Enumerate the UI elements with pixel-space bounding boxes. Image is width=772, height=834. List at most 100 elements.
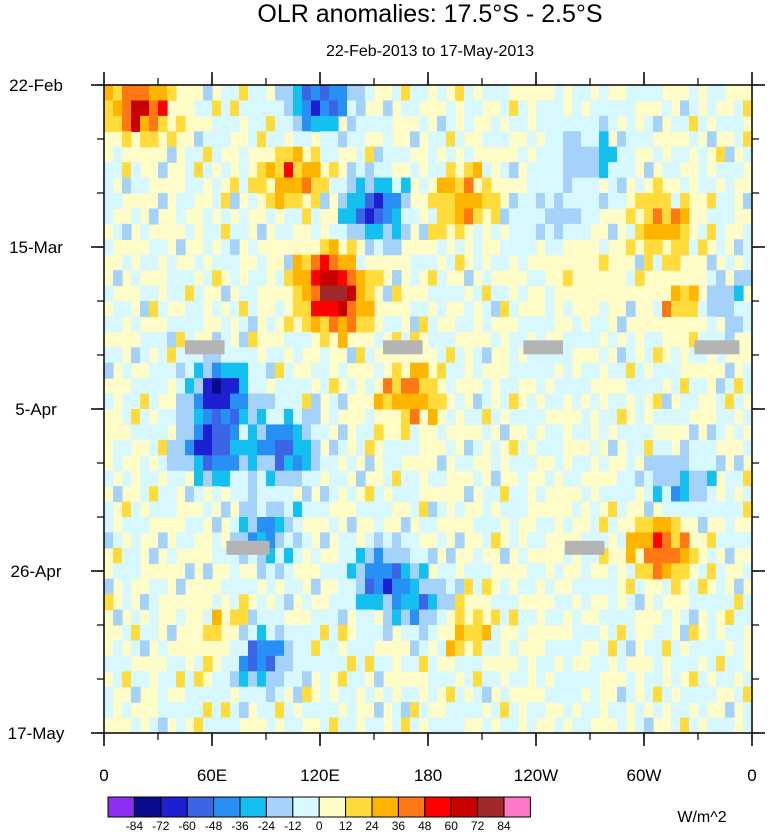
- anomaly-cell: [680, 532, 690, 549]
- anomaly-cell: [383, 470, 393, 487]
- anomaly-cell: [518, 578, 528, 595]
- anomaly-cell: [230, 578, 240, 595]
- anomaly-cell: [311, 625, 321, 642]
- anomaly-cell: [545, 177, 555, 194]
- anomaly-cell: [653, 640, 663, 657]
- anomaly-cell: [293, 455, 303, 472]
- anomaly-cell: [671, 671, 681, 688]
- anomaly-cell: [302, 85, 312, 102]
- anomaly-cell: [572, 671, 582, 688]
- anomaly-cell: [293, 532, 303, 549]
- anomaly-cell: [572, 470, 582, 487]
- anomaly-cell: [365, 316, 375, 333]
- anomaly-cell: [698, 470, 708, 487]
- anomaly-cell: [212, 517, 222, 534]
- anomaly-cell: [194, 671, 204, 688]
- anomaly-cell: [491, 331, 501, 348]
- anomaly-cell: [356, 501, 366, 518]
- anomaly-cell: [401, 223, 411, 240]
- anomaly-cell: [500, 285, 510, 302]
- anomaly-cell: [698, 239, 708, 256]
- anomaly-cell: [383, 625, 393, 642]
- anomaly-cell: [707, 177, 717, 194]
- anomaly-cell: [626, 378, 636, 395]
- colorbar-level-label: -36: [231, 819, 249, 833]
- anomaly-cell: [311, 301, 321, 318]
- anomaly-cell: [527, 162, 537, 179]
- anomaly-cell: [329, 85, 339, 102]
- anomaly-cell: [518, 331, 528, 348]
- anomaly-cell: [509, 239, 519, 256]
- anomaly-cell: [410, 501, 420, 518]
- anomaly-cell: [491, 85, 501, 102]
- anomaly-cell: [239, 686, 249, 703]
- anomaly-cell: [230, 409, 240, 426]
- anomaly-cell: [491, 455, 501, 472]
- anomaly-cell: [590, 316, 600, 333]
- anomaly-cell: [338, 439, 348, 456]
- anomaly-cell: [734, 594, 744, 611]
- anomaly-cell: [167, 671, 177, 688]
- anomaly-cell: [491, 301, 501, 318]
- anomaly-cell: [239, 331, 249, 348]
- anomaly-cell: [275, 686, 285, 703]
- anomaly-cell: [410, 563, 420, 580]
- anomaly-cell: [446, 146, 456, 163]
- anomaly-cell: [662, 517, 672, 534]
- anomaly-cell: [203, 409, 213, 426]
- anomaly-cell: [176, 671, 186, 688]
- anomaly-cell: [248, 285, 258, 302]
- anomaly-cell: [473, 239, 483, 256]
- anomaly-cell: [509, 208, 519, 225]
- anomaly-cell: [626, 640, 636, 657]
- y-tick-label: 17-May: [8, 724, 65, 743]
- anomaly-cell: [113, 85, 123, 102]
- anomaly-cell: [473, 439, 483, 456]
- anomaly-cell: [590, 208, 600, 225]
- anomaly-cell: [698, 439, 708, 456]
- anomaly-cell: [338, 270, 348, 287]
- anomaly-cell: [545, 146, 555, 163]
- colorbar-box: [371, 796, 399, 818]
- anomaly-cell: [239, 362, 249, 379]
- anomaly-cell: [437, 609, 447, 626]
- anomaly-cell: [437, 455, 447, 472]
- anomaly-cell: [743, 563, 752, 580]
- anomaly-cell: [500, 578, 510, 595]
- anomaly-cell: [248, 301, 258, 318]
- anomaly-cell: [455, 131, 465, 148]
- anomaly-cell: [365, 578, 375, 595]
- anomaly-cell: [509, 671, 519, 688]
- anomaly-cell: [608, 578, 618, 595]
- anomaly-cell: [140, 455, 150, 472]
- anomaly-cell: [131, 409, 141, 426]
- anomaly-cell: [185, 362, 195, 379]
- anomaly-cell: [599, 301, 609, 318]
- anomaly-cell: [176, 578, 186, 595]
- anomaly-cell: [194, 409, 204, 426]
- anomaly-cell: [725, 625, 735, 642]
- anomaly-cell: [140, 301, 150, 318]
- anomaly-cell: [572, 717, 582, 733]
- anomaly-cell: [644, 239, 654, 256]
- anomaly-cell: [437, 563, 447, 580]
- anomaly-cell: [212, 486, 222, 503]
- anomaly-cell: [356, 100, 366, 117]
- anomaly-cell: [716, 409, 726, 426]
- anomaly-cell: [347, 640, 357, 657]
- anomaly-cell: [563, 115, 573, 132]
- anomaly-cell: [311, 362, 321, 379]
- anomaly-cell: [374, 625, 384, 642]
- anomaly-cell: [356, 578, 366, 595]
- anomaly-cell: [158, 486, 168, 503]
- anomaly-cell: [149, 131, 159, 148]
- anomaly-cell: [356, 640, 366, 657]
- anomaly-cell: [572, 331, 582, 348]
- anomaly-cell: [239, 486, 249, 503]
- anomaly-cell: [185, 671, 195, 688]
- anomaly-cell: [455, 239, 465, 256]
- anomaly-cell: [320, 563, 330, 580]
- anomaly-cell: [500, 131, 510, 148]
- anomaly-cell: [455, 532, 465, 549]
- anomaly-cell: [635, 85, 645, 102]
